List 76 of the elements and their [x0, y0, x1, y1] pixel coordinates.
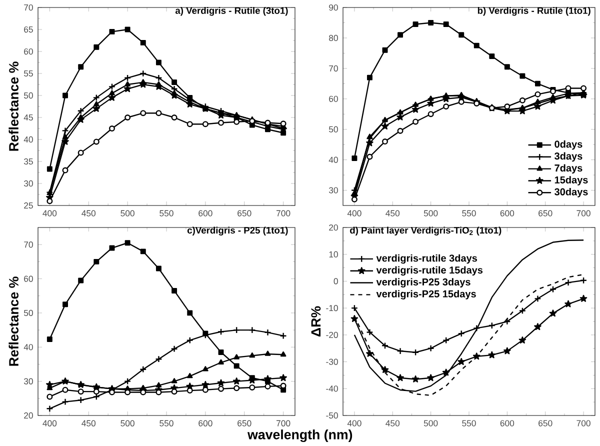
legend-label: 7days [554, 164, 582, 174]
x-tick-label: 450 [386, 420, 400, 426]
x-tick-label: 500 [424, 210, 438, 216]
y-tick-label: 30 [328, 186, 338, 194]
legend-label: verdigris-rutile 3days [376, 254, 477, 264]
x-tick-label: 700 [276, 420, 290, 426]
y-tick-label: 65 [24, 26, 33, 32]
x-tick-label: 500 [424, 420, 438, 426]
x-tick-label: 650 [238, 210, 252, 216]
legend-label: 30days [554, 188, 588, 198]
y-tick-label: 25 [24, 202, 33, 208]
y-tick-label: 30 [24, 378, 33, 384]
x-tick-label: 400 [42, 420, 57, 426]
y-tick-label: 45 [24, 114, 33, 120]
y-tick-label: 55 [24, 70, 33, 76]
y-tick-label: 40 [328, 156, 338, 163]
y-tick-label: -30 [326, 358, 338, 365]
chart-title: c)Verdigris - P25 (1to1) [187, 226, 288, 236]
x-tick-label: 600 [198, 210, 212, 216]
y-axis-title: ΔR% [311, 306, 321, 336]
legend-label: 3days [554, 152, 582, 162]
y-tick-label: 35 [24, 158, 33, 164]
x-tick-label: 600 [198, 420, 212, 426]
y-tick-label: -20 [326, 332, 338, 338]
y-tick-label: 0 [334, 278, 338, 284]
x-tick-label: 650 [538, 420, 552, 426]
y-tick-label: 40 [24, 344, 33, 350]
x-tick-label: 400 [347, 210, 362, 216]
x-tick-label: 700 [576, 210, 590, 216]
x-axis-title: wavelength (nm) [248, 429, 352, 442]
y-tick-label: 70 [24, 4, 33, 10]
y-tick-label: 60 [24, 275, 33, 282]
y-tick-label: 50 [329, 126, 338, 132]
x-tick-label: 450 [386, 210, 400, 216]
y-tick-label: 20 [329, 224, 338, 230]
x-tick-label: 400 [347, 420, 362, 426]
y-axis-title: Reflectance % [8, 61, 18, 151]
chart-title: a) Verdigris - Rutile (3to1) [175, 6, 288, 16]
x-tick-label: 450 [82, 210, 96, 216]
y-tick-label: 50 [24, 92, 33, 98]
x-tick-label: 700 [576, 420, 590, 426]
chart-title: d) Paint layer Verdigris-TiO$_{2}$ (1to1) [350, 226, 502, 236]
x-tick-label: 450 [82, 420, 96, 426]
y-tick-label: 50 [24, 310, 33, 316]
x-tick-label: 500 [120, 420, 134, 426]
x-tick-label: 550 [160, 420, 174, 426]
x-tick-label: 400 [42, 210, 57, 216]
legend-label: verdigris-rutile 15days [376, 266, 483, 276]
y-tick-label: -10 [326, 304, 338, 311]
x-tick-label: 600 [500, 420, 514, 426]
legend-label: 15days [554, 176, 588, 186]
y-tick-label: 10 [329, 251, 338, 258]
x-tick-label: 600 [500, 210, 514, 216]
y-tick-label: 70 [24, 241, 33, 248]
x-tick-label: 700 [276, 210, 290, 216]
chart-title: b) Verdigris - Rutile (1to1) [478, 6, 590, 16]
legend-label: verdigris-P25 15days [376, 290, 476, 300]
y-tick-label: -50 [326, 412, 338, 418]
y-tick-label: 60 [329, 96, 338, 102]
y-tick-label: 90 [329, 4, 338, 10]
legend-label: 0days [554, 140, 582, 150]
x-tick-label: 650 [238, 420, 252, 426]
legend-label: verdigris-P25 3days [376, 278, 470, 288]
y-tick-label: 70 [329, 65, 338, 72]
y-tick-label: 80 [329, 34, 338, 41]
x-tick-label: 550 [160, 210, 174, 216]
x-tick-label: 500 [120, 210, 134, 216]
y-tick-label: 60 [24, 48, 33, 54]
y-tick-label: 30 [24, 180, 33, 186]
y-tick-label: 20 [24, 412, 33, 418]
y-tick-label: -40 [326, 385, 338, 392]
y-tick-label: 40 [24, 136, 33, 142]
x-tick-label: 550 [462, 210, 476, 216]
x-tick-label: 650 [538, 210, 552, 216]
y-axis-title: Reflectance % [8, 276, 18, 366]
x-tick-label: 550 [462, 420, 476, 426]
